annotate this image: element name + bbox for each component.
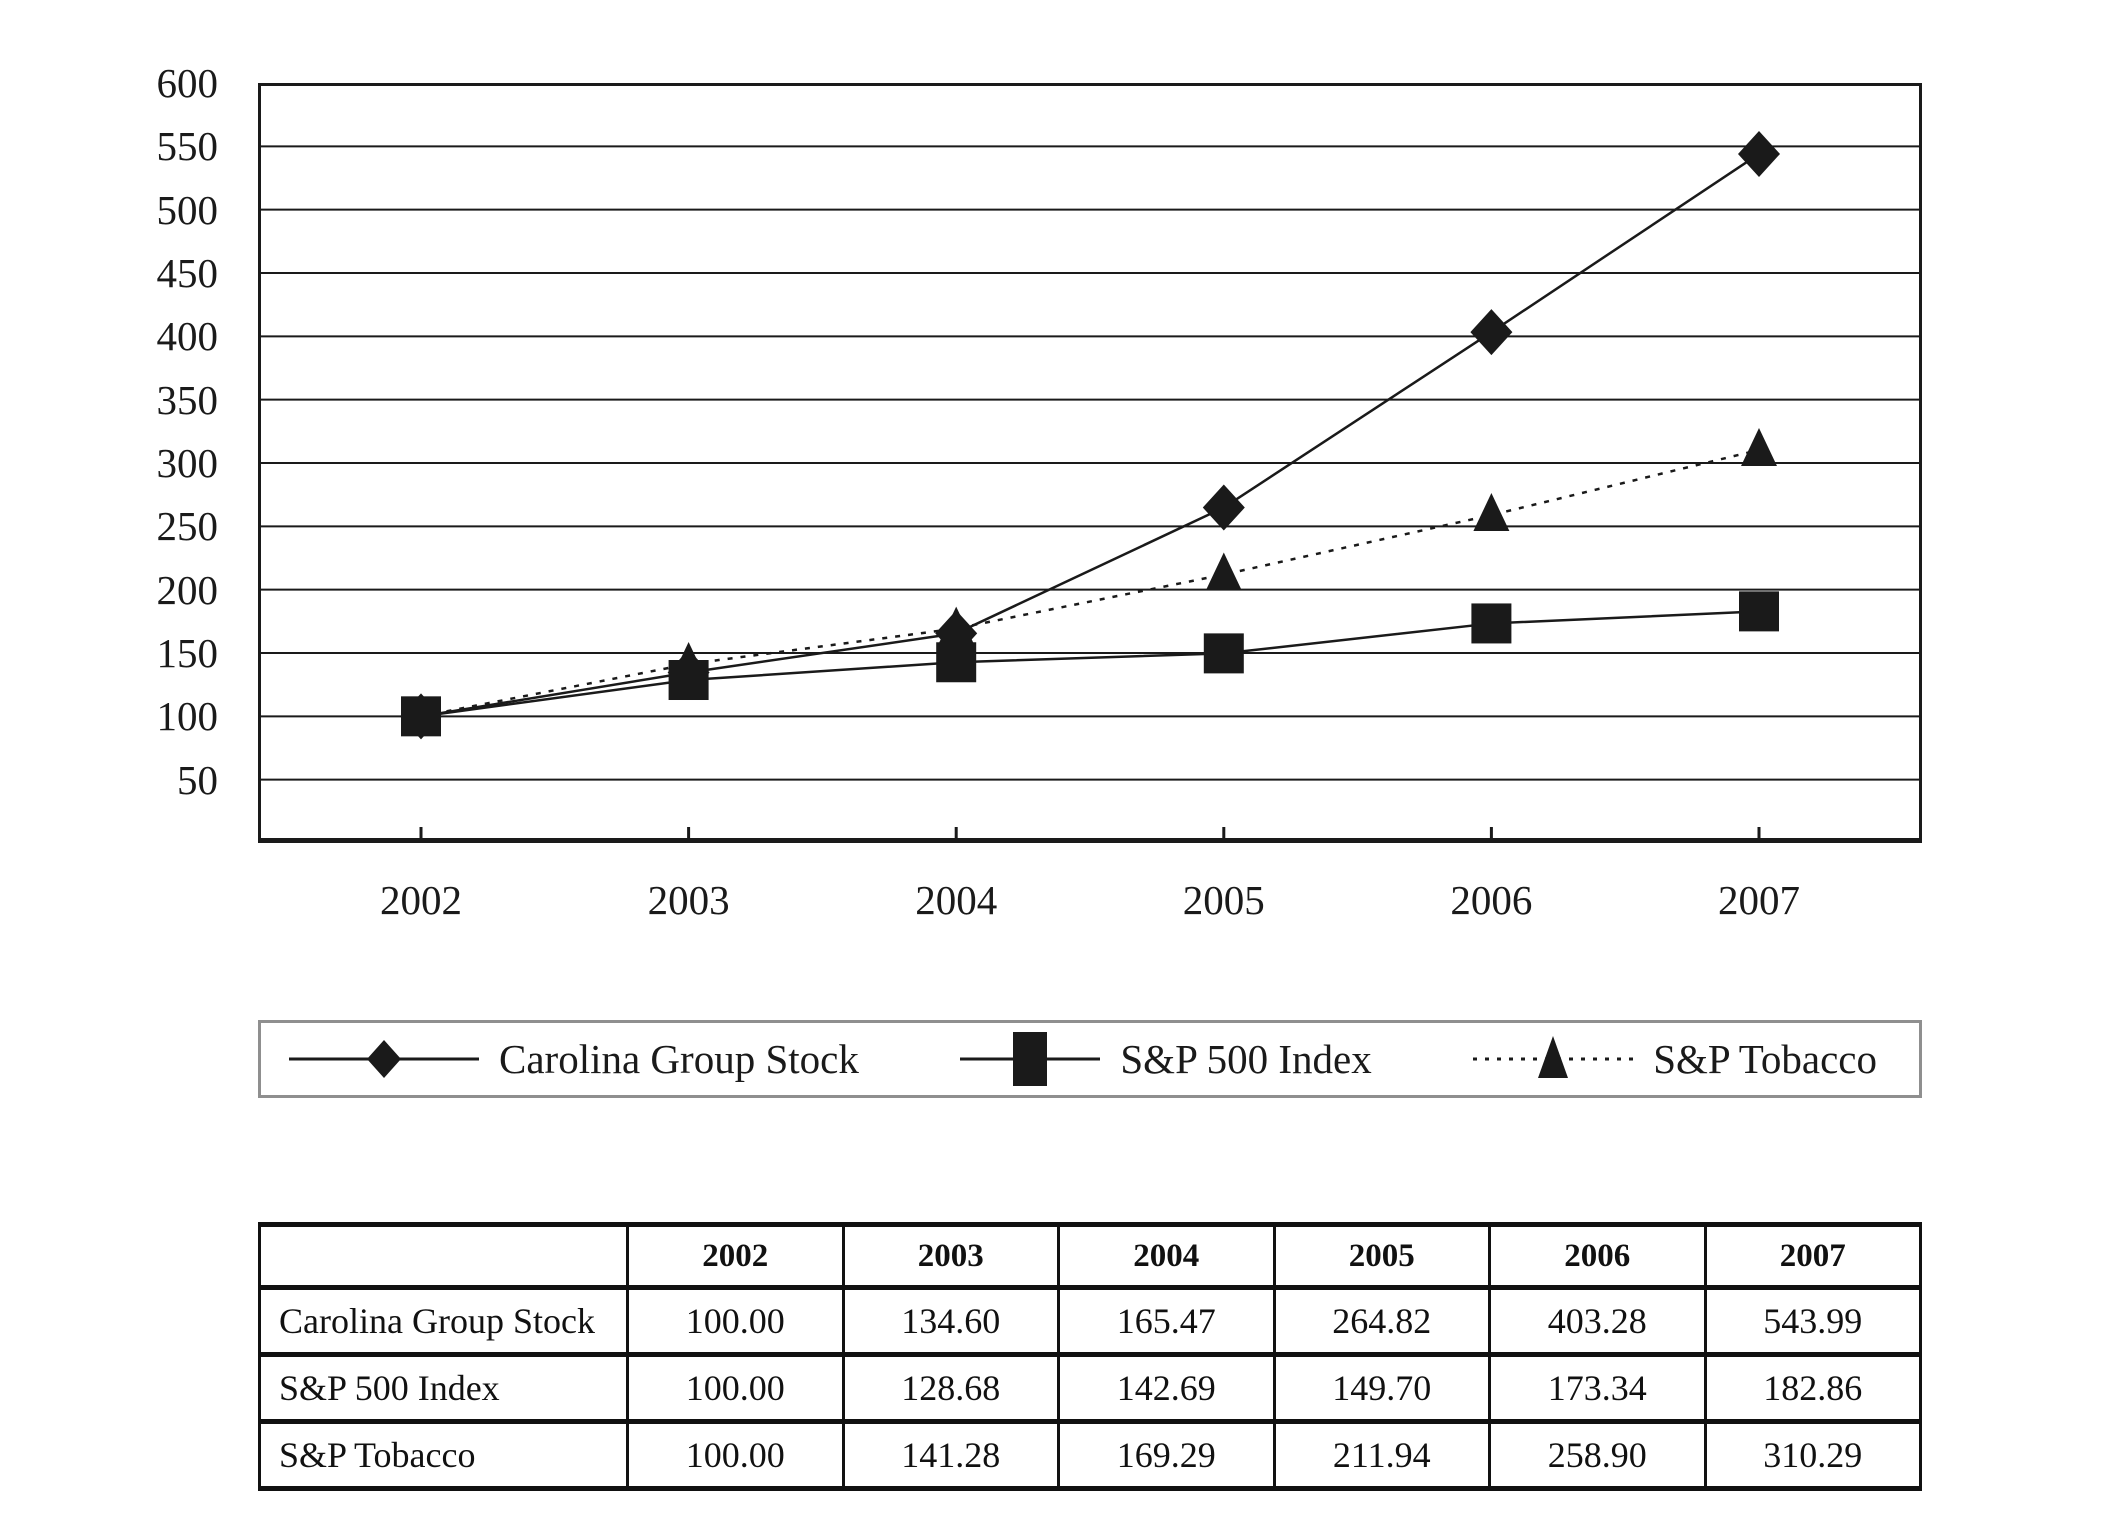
y-tick-label-50: 50 bbox=[177, 756, 218, 803]
square-marker bbox=[1471, 603, 1512, 644]
legend-item-carolina-group-stock: Carolina Group Stock bbox=[289, 1027, 859, 1091]
table-row: Carolina Group Stock 100.00 134.60 165.47 26… bbox=[258, 1285, 1922, 1357]
legend-item-sp500-index: S&P 500 Index bbox=[960, 1027, 1372, 1091]
square-marker bbox=[1203, 633, 1244, 674]
table-year-header: 2002 bbox=[626, 1222, 845, 1290]
x-tick-label-2002: 2002 bbox=[380, 877, 462, 923]
table-value-cell: 264.82 bbox=[1272, 1285, 1491, 1357]
table-value-cell: 128.68 bbox=[841, 1352, 1060, 1424]
table-value-cell: 141.28 bbox=[841, 1419, 1060, 1491]
table-value-cell: 169.29 bbox=[1057, 1419, 1276, 1491]
y-tick-label-150: 150 bbox=[156, 630, 219, 676]
legend-label: S&P 500 Index bbox=[1120, 1036, 1372, 1082]
square-marker bbox=[401, 696, 441, 737]
y-tick-label-400: 400 bbox=[156, 313, 219, 360]
x-tick-label-2004: 2004 bbox=[915, 877, 998, 923]
table-row-label: Carolina Group Stock bbox=[258, 1285, 629, 1357]
diamond-marker bbox=[1738, 130, 1780, 177]
table-header: 2002 2003 2004 2005 2006 2007 bbox=[258, 1222, 1922, 1290]
y-tick-label-600: 600 bbox=[156, 60, 219, 106]
square-marker-icon bbox=[960, 1032, 1101, 1086]
triangle-marker bbox=[1741, 427, 1777, 466]
table-row: S&P Tobacco 100.00 141.28 169.29 211.94 258.9… bbox=[258, 1419, 1922, 1491]
table-value-cell: 100.00 bbox=[626, 1285, 845, 1357]
legend-label: S&P Tobacco bbox=[1653, 1036, 1877, 1082]
y-tick-label-200: 200 bbox=[156, 566, 219, 613]
y-tick-label-450: 450 bbox=[156, 250, 219, 296]
diamond-marker bbox=[1202, 484, 1245, 531]
table-value-cell: 211.94 bbox=[1272, 1419, 1491, 1491]
legend-label: Carolina Group Stock bbox=[499, 1036, 859, 1082]
table-year-header: 2005 bbox=[1272, 1222, 1491, 1290]
diamond-marker-icon bbox=[289, 1040, 479, 1078]
table-value-cell: 100.00 bbox=[626, 1352, 845, 1424]
triangle-marker-icon bbox=[1473, 1036, 1634, 1078]
table-value-cell: 134.60 bbox=[841, 1285, 1060, 1357]
table-row-label: S&P 500 Index bbox=[258, 1352, 629, 1424]
square-marker bbox=[1739, 591, 1779, 632]
x-tick-label-2007: 2007 bbox=[1718, 877, 1800, 923]
table-value-cell: 142.69 bbox=[1057, 1352, 1276, 1424]
table-value-cell: 310.29 bbox=[1703, 1419, 1922, 1491]
table-value-cell: 165.47 bbox=[1057, 1285, 1276, 1357]
x-tick-label-2003: 2003 bbox=[647, 877, 730, 923]
y-tick-label-250: 250 bbox=[156, 503, 219, 550]
table-row: S&P 500 Index 100.00 128.68 142.69 149.70 173… bbox=[258, 1352, 1922, 1424]
table-value-cell: 403.28 bbox=[1488, 1285, 1707, 1357]
table-value-cell: 543.99 bbox=[1703, 1285, 1922, 1357]
triangle-marker bbox=[938, 606, 975, 645]
table-corner-cell bbox=[258, 1222, 629, 1290]
y-tick-label-500: 500 bbox=[156, 186, 219, 233]
table-year-header: 2006 bbox=[1488, 1222, 1707, 1290]
table-value-cell: 258.90 bbox=[1488, 1419, 1707, 1491]
y-tick-label-550: 550 bbox=[156, 123, 219, 170]
series-line-square bbox=[420, 610, 1760, 718]
triangle-marker bbox=[1473, 493, 1510, 532]
series-line-triangle bbox=[420, 448, 1760, 718]
table-row-label: S&P Tobacco bbox=[258, 1419, 629, 1491]
chart-legend: Carolina Group Stock S&P 500 Index S&P T… bbox=[258, 1020, 1922, 1098]
table-value-cell: 100.00 bbox=[626, 1419, 845, 1491]
table-value-cell: 173.34 bbox=[1488, 1352, 1707, 1424]
performance-data-table: 2002 2003 2004 2005 2006 2007 Carolina Group … bbox=[258, 1222, 1922, 1491]
table-year-header: 2007 bbox=[1703, 1222, 1922, 1290]
y-tick-label-350: 350 bbox=[156, 376, 219, 423]
table-year-header: 2004 bbox=[1057, 1222, 1276, 1290]
table-value-cell: 182.86 bbox=[1703, 1352, 1922, 1424]
square-marker bbox=[668, 660, 709, 701]
y-tick-label-300: 300 bbox=[156, 440, 219, 486]
triangle-marker bbox=[1205, 552, 1242, 591]
y-tick-label-100: 100 bbox=[156, 693, 219, 740]
x-tick-label-2006: 2006 bbox=[1450, 877, 1533, 923]
diamond-marker bbox=[1470, 309, 1513, 356]
series-line-diamond bbox=[420, 152, 1760, 718]
x-tick-label-2005: 2005 bbox=[1182, 877, 1265, 923]
table-value-cell: 149.70 bbox=[1272, 1352, 1491, 1424]
table-year-header: 2003 bbox=[841, 1222, 1060, 1290]
performance-line-chart bbox=[258, 83, 1922, 843]
square-marker bbox=[936, 642, 977, 683]
legend-item-sp-tobacco: S&P Tobacco bbox=[1473, 1027, 1877, 1091]
